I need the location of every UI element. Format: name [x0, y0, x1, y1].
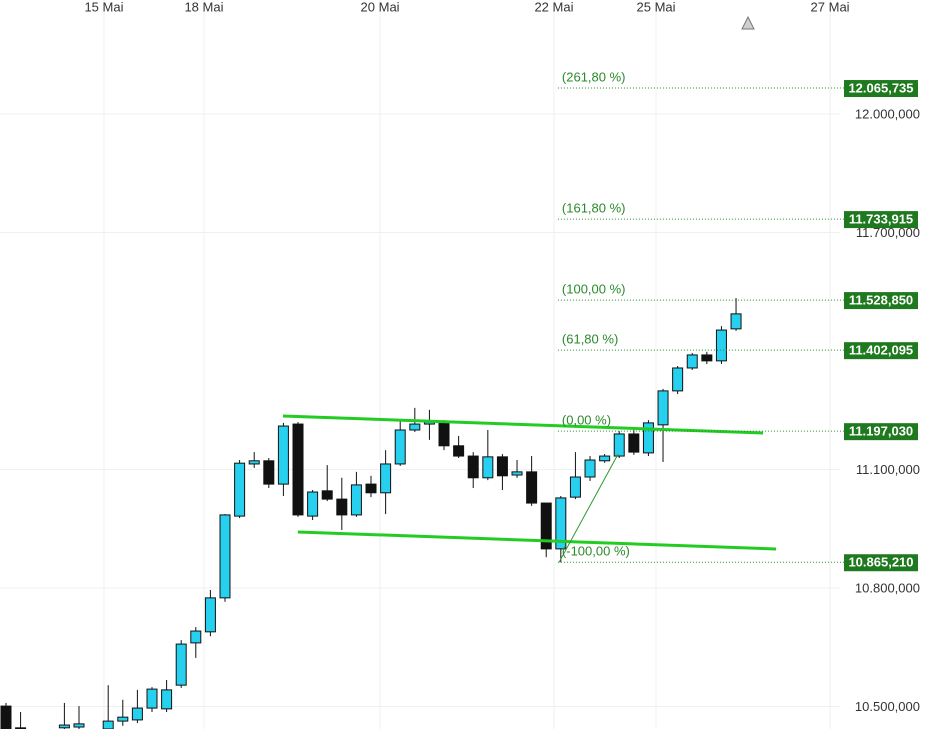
candle-body — [73, 723, 85, 728]
fib-value-label: 12.065,735 — [848, 80, 913, 95]
marker-icon[interactable] — [741, 15, 755, 30]
candle-body — [277, 425, 289, 485]
candle-body — [204, 597, 216, 633]
candle-body — [307, 491, 319, 517]
fib-value-box — [844, 554, 918, 572]
candle-body — [555, 497, 567, 550]
fib-value-box — [844, 292, 918, 310]
candle-body — [599, 455, 611, 462]
candle-body — [321, 490, 333, 500]
x-tick-label: 18 Mai — [184, 0, 223, 14]
fib-value-label: 11.733,915 — [849, 212, 913, 227]
trend-line — [558, 453, 619, 563]
candle-body — [234, 462, 246, 517]
candle-body — [686, 354, 698, 369]
fib-value-label: 10.865,210 — [848, 555, 913, 570]
x-tick-label: 20 Mai — [361, 0, 400, 14]
candle-body — [511, 471, 523, 476]
candle-body — [365, 483, 377, 494]
candle-body — [336, 498, 348, 516]
candle-body — [657, 390, 669, 426]
x-tick-label: 27 Mai — [811, 0, 850, 14]
fib-ratio-label: (-100,00 %) — [562, 544, 630, 559]
candle-body — [102, 720, 114, 729]
fib-ratio-label: (100,00 %) — [562, 282, 626, 297]
candle-body — [438, 421, 450, 447]
fib-value-label: 11.197,030 — [849, 424, 913, 439]
candle-body — [569, 476, 581, 498]
candle-body — [394, 429, 406, 465]
candle-body — [0, 705, 12, 729]
y-tick-label: 11.100,000 — [856, 462, 920, 477]
fib-value-box — [844, 423, 918, 441]
candle-body — [380, 463, 392, 494]
trend-line — [297, 530, 777, 551]
candle-body — [701, 354, 713, 362]
trend-line — [282, 414, 764, 435]
candle-body — [117, 716, 129, 722]
x-tick-label: 25 Mai — [637, 0, 676, 14]
candle-body — [131, 707, 143, 721]
candle-body — [409, 423, 421, 431]
y-tick-label: 10.800,000 — [855, 580, 920, 595]
fib-value-label: 11.402,095 — [849, 343, 913, 358]
y-tick-label: 10.500,000 — [855, 699, 920, 714]
candle-body — [248, 460, 260, 465]
candle-body — [730, 313, 742, 330]
fib-value-box — [844, 342, 918, 360]
candle-body — [350, 484, 362, 516]
candle-body — [292, 423, 304, 516]
y-tick-label: 11.700,000 — [856, 225, 920, 240]
fib-value-box — [844, 80, 918, 98]
candle-body — [672, 367, 684, 392]
candle-body — [263, 460, 275, 485]
candle-body — [190, 630, 202, 644]
candle-body — [526, 471, 538, 504]
candle-body — [715, 329, 727, 362]
fib-ratio-label: (261,80 %) — [562, 69, 626, 84]
candle-body — [175, 643, 187, 686]
candle-body — [58, 724, 70, 729]
candle-body — [161, 689, 173, 710]
fib-value-box — [844, 211, 918, 229]
candle-body — [219, 514, 231, 599]
candle-body — [642, 422, 654, 454]
candle-body — [146, 688, 158, 709]
fib-ratio-label: (0,00 %) — [562, 413, 611, 428]
fib-ratio-label: (161,80 %) — [562, 201, 626, 216]
candle-body — [482, 456, 494, 479]
candle-body — [496, 456, 508, 477]
candle-body — [628, 433, 640, 453]
fib-value-label: 11.528,850 — [849, 293, 913, 308]
candle-body — [584, 459, 596, 478]
candle-body — [467, 455, 479, 479]
candle-body — [613, 433, 625, 457]
candle-body — [453, 445, 465, 457]
x-tick-label: 15 Mai — [84, 0, 123, 14]
candle-body — [540, 502, 552, 550]
fib-ratio-label: (61,80 %) — [562, 332, 618, 347]
x-tick-label: 22 Mai — [534, 0, 573, 14]
y-tick-label: 12.000,000 — [855, 106, 920, 121]
